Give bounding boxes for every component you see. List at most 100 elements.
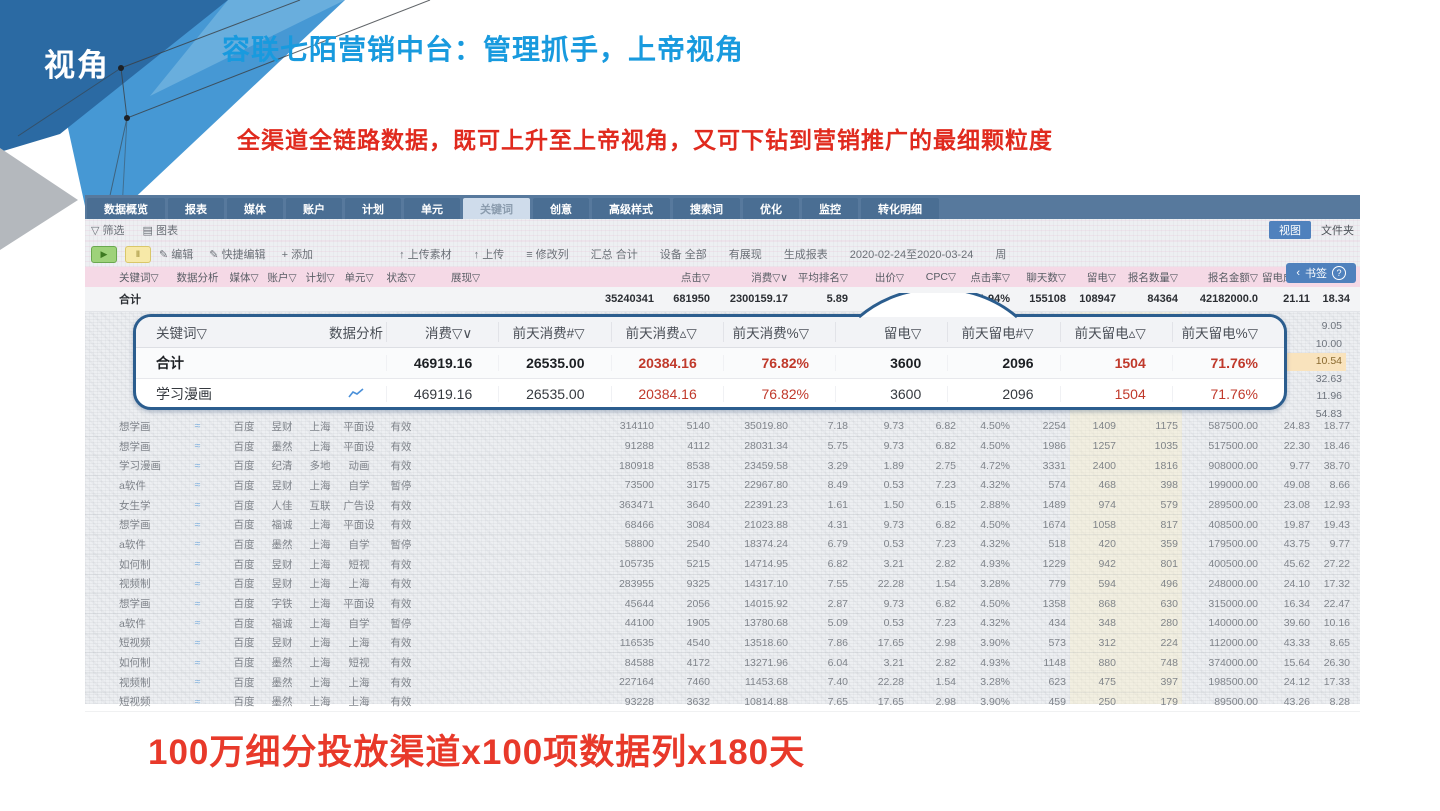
tab[interactable]: 优化 xyxy=(743,198,799,219)
column-header[interactable]: 报名金额▽ xyxy=(1207,271,1258,284)
column-header[interactable]: 消费▽∨ xyxy=(751,271,788,284)
table-row[interactable]: 视频制 百度 昱财 上海 上海 有效 283955 9325 14317.10 7.55 22.28… xyxy=(85,575,1360,595)
trend-chart-icon[interactable] xyxy=(170,578,225,590)
table-row[interactable]: a软件 百度 昱财 上海 自学 暂停 73500 3175 22967.80 8.49 0.53 7.… xyxy=(85,476,1360,496)
date-range-picker[interactable]: 2020-02-24至2020-03-24 xyxy=(849,249,974,261)
impression-filter[interactable]: 有展现 xyxy=(728,249,762,261)
column-header[interactable]: 留电▽ xyxy=(1086,271,1116,284)
table-row[interactable]: 学习漫画 百度 纪清 多地 动画 有效 180918 8538 23459.58 3.29 1.89… xyxy=(85,456,1360,477)
edit-button[interactable]: ✎ 编辑 xyxy=(159,249,194,261)
quick-edit-button[interactable]: ✎ 快捷编辑 xyxy=(209,249,266,261)
column-header[interactable]: 状态▽ xyxy=(386,271,416,284)
device-selector[interactable]: 设备 全部 xyxy=(659,249,707,261)
trend-chart-icon[interactable] xyxy=(170,519,225,531)
tab[interactable]: 高级样式 xyxy=(592,198,670,219)
folder-label[interactable]: 文件夹 xyxy=(1321,225,1354,237)
chart-toggle[interactable]: ▤ 图表 xyxy=(142,225,178,237)
column-header[interactable]: 单元▽ xyxy=(344,271,374,284)
table-row[interactable]: a软件 百度 福诚 上海 自学 暂停 44100 1905 13780.68 5.09 0.53 7.… xyxy=(85,614,1360,634)
column-header[interactable]: 前天消费%▽ xyxy=(722,322,835,342)
column-header[interactable]: 留电▽ xyxy=(835,322,947,342)
table-cell: 7.18 xyxy=(827,420,848,433)
column-header[interactable]: 关键词▽ xyxy=(156,326,207,341)
trend-chart-icon[interactable] xyxy=(170,637,225,649)
table-cell: 7.23 xyxy=(935,617,956,630)
pause-button[interactable]: Ⅱ xyxy=(125,245,151,263)
tab[interactable]: 报表 xyxy=(168,198,224,219)
column-header[interactable]: 前天消费▵▽ xyxy=(610,322,723,342)
trend-chart-icon[interactable] xyxy=(170,696,225,708)
trend-chart-icon[interactable] xyxy=(170,460,225,472)
trend-chart-icon[interactable] xyxy=(326,386,386,402)
trend-chart-icon[interactable] xyxy=(170,676,225,688)
table-cell: 84588 xyxy=(624,656,654,669)
column-header[interactable]: 关键词▽ xyxy=(119,271,159,284)
tab[interactable]: 单元 xyxy=(404,198,460,219)
trend-chart-icon[interactable] xyxy=(170,479,225,491)
column-header[interactable]: 前天留电%▽ xyxy=(1171,322,1284,342)
trend-chart-icon[interactable] xyxy=(170,538,225,550)
tab[interactable]: 数据概览 xyxy=(87,198,165,219)
column-header[interactable]: 点击▽ xyxy=(680,271,710,284)
table-row[interactable]: 视频制 百度 墨然 上海 上海 有效 227164 7460 11453.68 7.40 22.28… xyxy=(85,673,1360,693)
report-label: 生成报表 xyxy=(783,249,828,261)
callout-total-row[interactable]: 合计 46919.16 26535.00 20384.16 76.82% 360… xyxy=(136,348,1284,379)
column-header[interactable]: 报名数量▽ xyxy=(1127,271,1178,284)
tab[interactable]: 搜索词 xyxy=(673,198,740,219)
add-button[interactable]: + 添加 xyxy=(281,249,314,261)
column-header[interactable]: 消费▽∨ xyxy=(386,322,498,342)
column-header[interactable]: 数据分析 xyxy=(329,326,383,341)
summary-selector[interactable]: 汇总 合计 xyxy=(590,249,638,261)
total-row[interactable]: 合计352403416819502300159.175.893.371.94%1… xyxy=(85,291,1360,307)
table-cell: 2400 xyxy=(1092,459,1116,472)
column-header[interactable]: 计划▽ xyxy=(305,271,335,284)
trend-chart-icon[interactable]: 数据分析 xyxy=(176,271,219,284)
column-header[interactable]: 出价▽ xyxy=(874,271,904,284)
column-header[interactable]: 前天留电▵▽ xyxy=(1059,322,1172,342)
modify-columns-button[interactable]: ≡ 修改列 xyxy=(526,249,569,261)
tab[interactable]: 媒体 xyxy=(227,198,283,219)
tab[interactable]: 创意 xyxy=(533,198,589,219)
tab[interactable]: 转化明细 xyxy=(861,198,939,219)
filter-toggle[interactable]: ▽ 筛选 xyxy=(91,225,125,237)
column-header[interactable]: 展现▽ xyxy=(451,271,481,284)
trend-chart-icon[interactable] xyxy=(170,499,225,511)
view-button[interactable]: 视图 xyxy=(1269,221,1311,239)
table-row[interactable]: 如何制 百度 昱财 上海 短视 有效 105735 5215 14714.95 6.82 3.21 2… xyxy=(85,555,1360,575)
tab[interactable]: 账户 xyxy=(286,198,342,219)
column-header[interactable]: 账户▽ xyxy=(267,271,297,284)
upload-button[interactable]: ↑ 上传 xyxy=(473,249,505,261)
column-header[interactable]: 点击率▽ xyxy=(970,271,1010,284)
callout-data-row[interactable]: 学习漫画 46919.16 26535.00 20384.16 76.82% 3… xyxy=(136,379,1284,407)
column-header[interactable]: 前天消费#▽ xyxy=(498,322,610,342)
trend-chart-icon[interactable] xyxy=(170,657,225,669)
trend-chart-icon[interactable] xyxy=(170,617,225,629)
column-header[interactable]: 前天留电#▽ xyxy=(947,322,1059,342)
table-row[interactable]: 如何制 百度 墨然 上海 短视 有效 84588 4172 13271.96 6.04 3.21 2.… xyxy=(85,653,1360,673)
upload-material-button[interactable]: ↑ 上传素材 xyxy=(399,249,452,261)
play-button[interactable]: ▶ xyxy=(91,245,117,263)
bookmark-button[interactable]: ‹ 书签 ? xyxy=(1286,263,1356,283)
tab[interactable]: 关键词 xyxy=(463,198,530,219)
table-row[interactable]: 短视频 百度 墨然 上海 上海 有效 93228 3632 10814.88 7.65 17.65 2… xyxy=(85,693,1360,713)
table-row[interactable]: a软件 百度 墨然 上海 自学 暂停 58800 2540 18374.24 6.79 0.53 7.… xyxy=(85,535,1360,555)
table-cell: 43.26 xyxy=(1283,695,1310,708)
column-header[interactable]: CPC▽ xyxy=(925,271,956,283)
table-row[interactable]: 短视频 百度 昱财 上海 上海 有效 116535 4540 13518.60 7.86 17.65… xyxy=(85,634,1360,654)
tab[interactable]: 计划 xyxy=(345,198,401,219)
column-header[interactable]: 平均排名▽ xyxy=(797,271,848,284)
column-header[interactable]: 媒体▽ xyxy=(229,271,259,284)
trend-chart-icon[interactable] xyxy=(170,558,225,570)
trend-chart-icon[interactable] xyxy=(170,440,225,452)
tab[interactable]: 监控 xyxy=(802,198,858,219)
trend-chart-icon[interactable] xyxy=(170,420,225,432)
period-selector[interactable]: 周 xyxy=(995,249,1007,261)
trend-chart-icon[interactable] xyxy=(170,598,225,610)
grid-header-row[interactable]: 关键词▽ 数据分析 媒体▽ 账户▽ 计划▽ 单元▽ 状态▽ 展现▽ 点击▽ 消费▽∨ 平均排名▽ 出价… xyxy=(85,270,1360,285)
column-header[interactable]: 聊天数▽ xyxy=(1026,271,1066,284)
